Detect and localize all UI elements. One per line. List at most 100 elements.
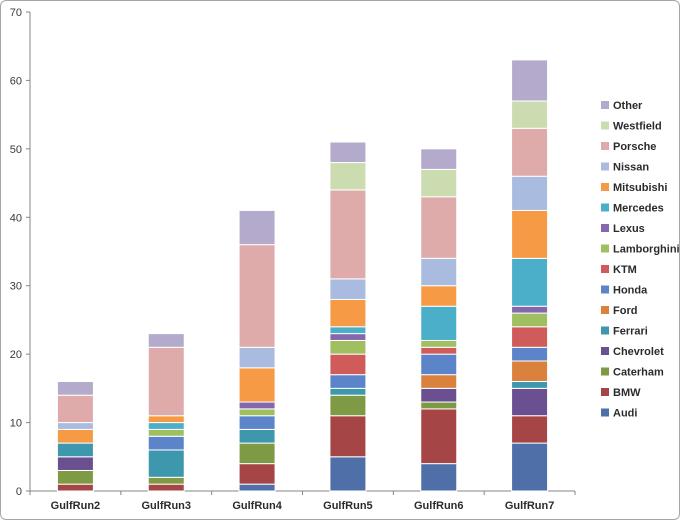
legend-item-ktm: KTM — [601, 264, 637, 276]
legend-item-bmw: BMW — [601, 387, 641, 399]
legend-swatch — [601, 224, 609, 232]
bar-segment-porsche-gulfrun5 — [329, 189, 367, 280]
bar-segment-caterham-gulfrun3 — [147, 476, 185, 485]
bar-segment-caterham-gulfrun6 — [420, 401, 458, 410]
bar-segment-caterham-gulfrun2 — [56, 469, 94, 485]
legend-label: Honda — [613, 285, 648, 297]
x-category-label: GulfRun4 — [232, 500, 282, 512]
bar-segment-porsche-gulfrun4 — [238, 244, 276, 348]
legend-label: Chevrolet — [613, 346, 664, 358]
bar-segment-honda-gulfrun6 — [420, 353, 458, 376]
bar-segment-bmw-gulfrun2 — [56, 483, 94, 492]
bar-segment-audi-gulfrun6 — [420, 463, 458, 492]
legend-swatch — [601, 265, 609, 273]
bar-segment-ferrari-gulfrun5 — [329, 387, 367, 396]
x-category-label: GulfRun3 — [142, 500, 192, 512]
bar-segment-bmw-gulfrun5 — [329, 415, 367, 458]
legend-swatch — [601, 142, 609, 150]
bar-segment-honda-gulfrun4 — [238, 415, 276, 430]
legend-item-ford: Ford — [601, 305, 637, 317]
bar-segment-ford-gulfrun6 — [420, 374, 458, 389]
bar-segment-ktm-gulfrun7 — [511, 326, 549, 348]
bar-segment-lamborghini-gulfrun5 — [329, 339, 367, 355]
legend-label: Lamborghini — [613, 244, 680, 256]
legend-label: Other — [613, 100, 643, 112]
legend-item-other: Other — [601, 100, 643, 112]
bar-segment-nissan-gulfrun7 — [511, 175, 549, 211]
y-tick-label: 20 — [10, 349, 22, 361]
legend-swatch — [601, 347, 609, 355]
legend-swatch — [601, 326, 609, 335]
bar-segment-lexus-gulfrun7 — [511, 305, 549, 314]
bar-segment-chevrolet-gulfrun2 — [56, 456, 94, 471]
bar-segment-mercedes-gulfrun5 — [329, 326, 367, 335]
bar-segment-audi-gulfrun7 — [511, 442, 549, 492]
bar-segment-caterham-gulfrun5 — [329, 394, 367, 417]
bar-segment-honda-gulfrun5 — [329, 374, 367, 389]
bar-segment-ktm-gulfrun6 — [420, 346, 458, 355]
bar-segment-chevrolet-gulfrun7 — [511, 387, 549, 417]
legend-swatch — [601, 162, 609, 171]
legend-item-caterham: Caterham — [601, 367, 664, 379]
legend-swatch — [601, 285, 609, 294]
bar-segment-other-gulfrun3 — [147, 333, 185, 348]
bar-segment-bmw-gulfrun7 — [511, 415, 549, 444]
legend-item-nissan: Nissan — [601, 162, 649, 174]
bar-segment-audi-gulfrun5 — [329, 456, 367, 492]
y-tick-label: 0 — [16, 486, 22, 498]
legend-swatch — [601, 121, 609, 130]
bar-segment-ferrari-gulfrun4 — [238, 428, 276, 444]
bar-segment-porsche-gulfrun3 — [147, 346, 185, 417]
legend-label: Mercedes — [613, 203, 664, 215]
bar-segment-porsche-gulfrun2 — [56, 394, 94, 424]
legend-item-porsche: Porsche — [601, 141, 656, 153]
legend-label: Nissan — [613, 162, 649, 174]
legend: Other Westfield Porsche Nissan Mitsubishi Mer… — [601, 100, 680, 420]
legend-label: Porsche — [613, 141, 656, 153]
bar-segment-lexus-gulfrun4 — [238, 401, 276, 410]
bar-segment-lamborghini-gulfrun6 — [420, 339, 458, 348]
bar-segment-mitsubishi-gulfrun5 — [329, 298, 367, 328]
bar-segment-lamborghini-gulfrun3 — [147, 428, 185, 437]
bar-segment-honda-gulfrun7 — [511, 346, 549, 362]
x-category-label: GulfRun5 — [323, 500, 373, 512]
bar-segment-honda-gulfrun3 — [147, 435, 185, 451]
legend-label: Ferrari — [613, 326, 648, 338]
bar-segment-mitsubishi-gulfrun3 — [147, 415, 185, 424]
bar-segment-nissan-gulfrun4 — [238, 346, 276, 369]
legend-label: Westfield — [613, 121, 662, 133]
legend-item-chevrolet: Chevrolet — [601, 346, 664, 358]
bar-segment-westfield-gulfrun7 — [511, 100, 549, 129]
bar-segment-mercedes-gulfrun6 — [420, 305, 458, 341]
bar-segment-nissan-gulfrun5 — [329, 278, 367, 300]
legend-swatch — [601, 203, 609, 212]
axes: 0 10 20 30 40 50 60 70 — [10, 7, 576, 498]
y-tick-label: 70 — [10, 7, 22, 19]
legend-label: KTM — [613, 264, 637, 276]
legend-item-lexus: Lexus — [601, 223, 645, 235]
bar-segment-ford-gulfrun7 — [511, 360, 549, 383]
bar-segment-ferrari-gulfrun3 — [147, 449, 185, 478]
legend-swatch — [601, 183, 609, 191]
legend-label: Lexus — [613, 223, 645, 235]
legend-swatch — [601, 388, 609, 396]
legend-item-honda: Honda — [601, 285, 648, 297]
bar-segment-other-gulfrun7 — [511, 59, 549, 102]
x-category-label: GulfRun7 — [505, 500, 555, 512]
legend-label: Ford — [613, 305, 637, 317]
legend-swatch — [601, 244, 609, 253]
bar-segment-nissan-gulfrun2 — [56, 422, 94, 430]
bar-segment-ktm-gulfrun5 — [329, 353, 367, 376]
category-labels: GulfRun2 GulfRun3 GulfRun4 GulfRun5 GulfRun6… — [51, 500, 555, 512]
legend-swatch — [601, 367, 609, 376]
y-tick-label: 40 — [10, 212, 22, 224]
y-tick-label: 10 — [10, 418, 22, 430]
bar-segment-porsche-gulfrun6 — [420, 196, 458, 259]
legend-item-lamborghini: Lamborghini — [601, 244, 680, 256]
bar-segment-porsche-gulfrun7 — [511, 127, 549, 177]
bar-segment-nissan-gulfrun6 — [420, 257, 458, 287]
bar-segment-westfield-gulfrun6 — [420, 168, 458, 198]
bar-segment-chevrolet-gulfrun6 — [420, 387, 458, 403]
x-category-label: GulfRun2 — [51, 500, 101, 512]
